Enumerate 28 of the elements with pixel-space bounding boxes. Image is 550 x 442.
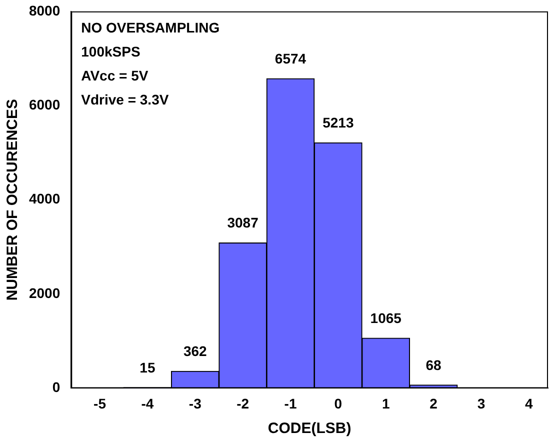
data-label: 6574 (274, 50, 306, 66)
annotation: Vdrive = 3.3V (81, 91, 170, 108)
x-axis-title: CODE(LSB) (268, 420, 352, 438)
y-tick-label: 2000 (28, 284, 60, 301)
annotation: NO OVERSAMPLING (81, 19, 220, 36)
x-tick-label: 4 (525, 395, 534, 412)
data-label: 68 (426, 356, 442, 373)
x-tick-label: -5 (94, 395, 106, 412)
annotation: AVcc = 5V (81, 67, 149, 84)
x-tick-label: 3 (477, 395, 486, 412)
data-label: 1065 (370, 310, 402, 326)
x-tick-label: -4 (141, 395, 154, 412)
data-label: 5213 (322, 114, 354, 131)
x-tick-label: 2 (430, 395, 438, 412)
x-tick-label: -2 (236, 395, 250, 412)
x-tick-label: -1 (284, 395, 297, 412)
x-tick-label: -3 (188, 395, 202, 412)
y-tick-label: 4000 (28, 190, 60, 207)
data-label: 3087 (227, 214, 259, 231)
data-label: 362 (183, 343, 208, 360)
y-tick-label: 8000 (28, 2, 60, 18)
data-label: 15 (140, 359, 156, 376)
annotation: 100kSPS (81, 43, 140, 60)
y-tick-label: 0 (52, 379, 60, 396)
x-tick-label: 0 (334, 395, 342, 412)
y-axis-title: NUMBER OF OCCURENCES (4, 98, 22, 301)
y-tick-label: 6000 (28, 96, 60, 112)
x-tick-label: 1 (382, 395, 390, 412)
